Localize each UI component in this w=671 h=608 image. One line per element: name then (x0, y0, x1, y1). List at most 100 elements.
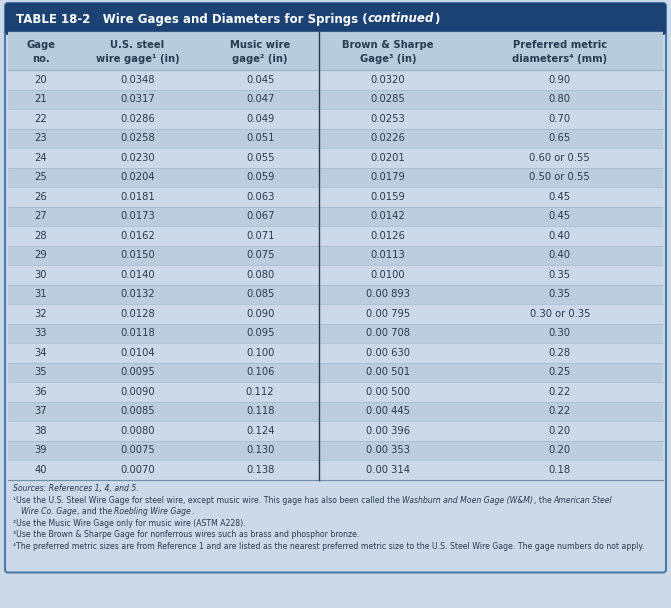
Text: 0.051: 0.051 (246, 133, 274, 143)
Text: 0.35: 0.35 (549, 270, 571, 280)
Text: 29: 29 (34, 250, 47, 260)
Text: 26: 26 (34, 192, 47, 202)
Text: 0.085: 0.085 (246, 289, 274, 299)
Bar (8, 109, 663, 128)
Text: 0.40: 0.40 (549, 250, 571, 260)
Bar (8, 401, 663, 421)
Text: 0.059: 0.059 (246, 172, 274, 182)
Text: 22: 22 (34, 114, 47, 124)
Text: 0.0179: 0.0179 (370, 172, 405, 182)
Text: 24: 24 (34, 153, 47, 163)
Text: 0.0118: 0.0118 (120, 328, 155, 338)
Text: 0.00 353: 0.00 353 (366, 445, 410, 455)
Text: 0.45: 0.45 (549, 211, 571, 221)
Text: Brown & Sharpe: Brown & Sharpe (342, 40, 433, 50)
Text: 40: 40 (34, 465, 47, 475)
Text: 0.0128: 0.0128 (120, 309, 155, 319)
Text: 0.18: 0.18 (549, 465, 571, 475)
Text: 0.00 500: 0.00 500 (366, 387, 410, 397)
Text: ⁴The preferred metric sizes are from Reference 1 and are listed as the nearest p: ⁴The preferred metric sizes are from Ref… (13, 542, 644, 551)
Text: Music wire: Music wire (230, 40, 291, 50)
Bar (8, 460, 663, 480)
Text: 0.00 445: 0.00 445 (366, 406, 410, 416)
Text: no.: no. (32, 54, 50, 64)
Text: 35: 35 (34, 367, 47, 377)
Text: 0.0285: 0.0285 (370, 94, 405, 104)
Text: 0.80: 0.80 (549, 94, 571, 104)
Bar (8, 343, 663, 362)
Text: 0.045: 0.045 (246, 75, 274, 85)
Text: Gage: Gage (26, 40, 55, 50)
Text: 0.047: 0.047 (246, 94, 274, 104)
FancyBboxPatch shape (5, 3, 666, 573)
Text: 0.30: 0.30 (549, 328, 571, 338)
Text: 0.70: 0.70 (549, 114, 571, 124)
Bar (8, 304, 663, 323)
Bar (8, 421, 663, 441)
Text: 0.40: 0.40 (549, 231, 571, 241)
FancyBboxPatch shape (5, 3, 666, 35)
Text: 0.100: 0.100 (246, 348, 274, 358)
Text: 32: 32 (34, 309, 47, 319)
Bar (8, 285, 663, 304)
Text: 0.00 396: 0.00 396 (366, 426, 410, 436)
Text: 0.25: 0.25 (549, 367, 571, 377)
Text: Washburn and Moen Gage (W&M): Washburn and Moen Gage (W&M) (403, 496, 533, 505)
Text: 34: 34 (34, 348, 47, 358)
Text: 0.0113: 0.0113 (370, 250, 405, 260)
Text: 0.60 or 0.55: 0.60 or 0.55 (529, 153, 590, 163)
Text: , the: , the (533, 496, 554, 505)
Text: 0.067: 0.067 (246, 211, 274, 221)
Text: diameters⁴ (mm): diameters⁴ (mm) (512, 54, 607, 64)
Text: ³Use the Brown & Sharpe Gage for nonferrous wires such as brass and phosphor bro: ³Use the Brown & Sharpe Gage for nonferr… (13, 530, 360, 539)
Text: 0.35: 0.35 (549, 289, 571, 299)
Bar (8, 32, 663, 70)
Text: Preferred metric: Preferred metric (513, 40, 607, 50)
Text: 37: 37 (34, 406, 47, 416)
Text: 39: 39 (34, 445, 47, 455)
Bar (8, 148, 663, 167)
Text: 0.00 314: 0.00 314 (366, 465, 410, 475)
Text: 0.00 893: 0.00 893 (366, 289, 410, 299)
Bar (8, 323, 663, 343)
Text: 0.138: 0.138 (246, 465, 274, 475)
Bar (8, 265, 663, 285)
Text: 38: 38 (34, 426, 47, 436)
Text: .: . (191, 507, 193, 516)
Text: 0.0095: 0.0095 (120, 367, 155, 377)
Text: gage² (in): gage² (in) (232, 54, 288, 64)
Text: 0.130: 0.130 (246, 445, 274, 455)
Text: Roebling Wire Gage: Roebling Wire Gage (114, 507, 191, 516)
Bar (8, 89, 663, 109)
Text: 0.075: 0.075 (246, 250, 274, 260)
Text: 0.063: 0.063 (246, 192, 274, 202)
Bar (8, 382, 663, 401)
Bar (8, 187, 663, 207)
Text: 0.50 or 0.55: 0.50 or 0.55 (529, 172, 590, 182)
Bar (8, 226, 663, 246)
Text: ¹Use the U.S. Steel Wire Gage for steel wire, except music wire. This gage has a: ¹Use the U.S. Steel Wire Gage for steel … (13, 496, 403, 505)
Bar (8, 167, 663, 187)
Text: 0.049: 0.049 (246, 114, 274, 124)
Text: 21: 21 (34, 94, 47, 104)
Text: 0.090: 0.090 (246, 309, 274, 319)
Text: 0.30 or 0.35: 0.30 or 0.35 (529, 309, 590, 319)
Bar (8, 441, 663, 460)
Text: 0.00 795: 0.00 795 (366, 309, 410, 319)
Text: Wire Co. Gage: Wire Co. Gage (21, 507, 76, 516)
Text: 0.0090: 0.0090 (120, 387, 155, 397)
Text: 0.20: 0.20 (549, 426, 571, 436)
Text: 0.0230: 0.0230 (120, 153, 155, 163)
Text: 0.0075: 0.0075 (120, 445, 155, 455)
Text: 27: 27 (34, 211, 47, 221)
Text: 0.095: 0.095 (246, 328, 274, 338)
Text: 0.20: 0.20 (549, 445, 571, 455)
Text: 25: 25 (34, 172, 47, 182)
Bar (8, 19, 663, 32)
Text: wire gage¹ (in): wire gage¹ (in) (95, 54, 179, 64)
Text: 0.080: 0.080 (246, 270, 274, 280)
Bar (8, 207, 663, 226)
Text: 0.28: 0.28 (549, 348, 571, 358)
Text: 0.0159: 0.0159 (370, 192, 405, 202)
Text: 0.071: 0.071 (246, 231, 274, 241)
